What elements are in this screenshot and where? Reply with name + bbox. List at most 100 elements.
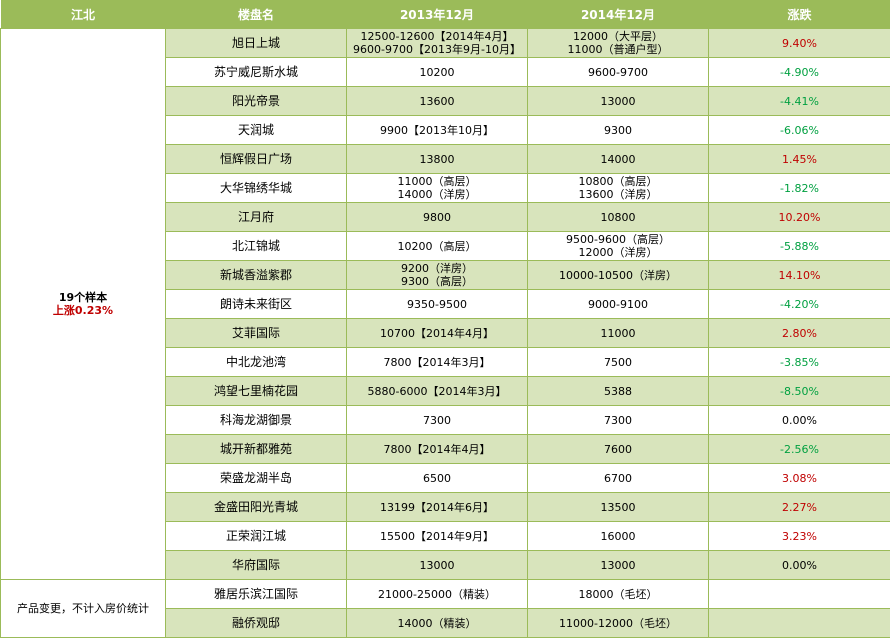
price-line: 12000（大平层） <box>573 30 663 43</box>
change-percent: -1.82% <box>708 173 890 203</box>
price-line: 7600 <box>604 442 632 456</box>
price-line: 10800（高层） <box>578 175 658 188</box>
price-line: 9300（高层） <box>401 275 473 288</box>
price-line: 6500 <box>423 471 451 485</box>
property-name: 天润城 <box>165 115 347 145</box>
price-line: 7800【2014年4月】 <box>383 442 491 456</box>
price-line: 5880-6000【2014年3月】 <box>367 384 507 398</box>
change-percent: -5.88% <box>708 231 890 261</box>
property-name: 新城香溢紫郡 <box>165 260 347 290</box>
change-percent: 9.40% <box>708 28 890 58</box>
header-2013: 2013年12月 <box>346 0 528 29</box>
price-2014: 9500-9600（高层） 12000（洋房） <box>527 231 709 261</box>
price-2013: 9350-9500 <box>346 289 528 319</box>
price-line: 11000 <box>600 326 636 340</box>
table-row: 正荣润江城 15500【2014年9月】 16000 3.23% <box>1 521 890 551</box>
table-row: 新城香溢紫郡 9200（洋房） 9300（高层） 10000-10500（洋房） 14.… <box>1 260 890 290</box>
property-name: 大华锦绣华城 <box>165 173 347 203</box>
price-line: 14000 <box>600 152 636 166</box>
price-2014: 5388 <box>527 376 709 406</box>
price-line: 11000（普通户型） <box>567 43 669 56</box>
price-line: 13600 <box>419 94 455 108</box>
change-percent: 0.00% <box>708 550 890 580</box>
table-row: 金盛田阳光青城 13199【2014年6月】 13500 2.27% <box>1 492 890 522</box>
change-percent: -8.50% <box>708 376 890 406</box>
change-percent: 3.23% <box>708 521 890 551</box>
change-percent <box>708 608 890 638</box>
change-percent: 1.45% <box>708 144 890 174</box>
table-row: 阳光帝景 13600 13000 -4.41% <box>1 86 890 116</box>
price-2014: 10000-10500（洋房） <box>527 260 709 290</box>
price-line: 10200（高层） <box>397 239 477 253</box>
table-row: 恒辉假日广场 13800 14000 1.45% <box>1 144 890 174</box>
price-2013: 9200（洋房） 9300（高层） <box>346 260 528 290</box>
price-2013: 13600 <box>346 86 528 116</box>
change-percent: -2.56% <box>708 434 890 464</box>
price-line: 13800 <box>419 152 455 166</box>
price-2013: 14000（精装） <box>346 608 528 638</box>
table-row: 北江锦城 10200（高层） 9500-9600（高层） 12000（洋房） -5.88… <box>1 231 890 261</box>
change-percent: 14.10% <box>708 260 890 290</box>
property-name: 华府国际 <box>165 550 347 580</box>
property-name: 正荣润江城 <box>165 521 347 551</box>
price-2013: 9900【2013年10月】 <box>346 115 528 145</box>
price-2013: 7800【2014年4月】 <box>346 434 528 464</box>
price-line: 13199【2014年6月】 <box>380 500 494 514</box>
change-percent: 2.80% <box>708 318 890 348</box>
excluded-note: 产品变更，不计入房价统计 <box>0 579 166 638</box>
table-row: 朗诗未来街区 9350-9500 9000-9100 -4.20% <box>1 289 890 319</box>
change-percent <box>708 579 890 609</box>
header-row: 江北 楼盘名 2013年12月 2014年12月 涨跌 <box>0 0 890 29</box>
change-percent: -3.85% <box>708 347 890 377</box>
property-name: 科海龙湖御景 <box>165 405 347 435</box>
header-name: 楼盘名 <box>165 0 347 29</box>
price-line: 9800 <box>423 210 451 224</box>
price-2013: 7800【2014年3月】 <box>346 347 528 377</box>
property-name: 融侨观邸 <box>165 608 347 638</box>
change-percent: 2.27% <box>708 492 890 522</box>
price-line: 10800 <box>600 210 636 224</box>
price-2014: 9600-9700 <box>527 57 709 87</box>
property-name: 苏宁威尼斯水城 <box>165 57 347 87</box>
table-row: 天润城 9900【2013年10月】 9300 -6.06% <box>1 115 890 145</box>
table-row: 19个样本 上涨0.23% 旭日上城 12500-12600【2014年4月】 9600… <box>0 28 890 580</box>
header-change: 涨跌 <box>708 0 890 29</box>
price-line: 7300 <box>604 413 632 427</box>
change-percent: -6.06% <box>708 115 890 145</box>
price-line: 9200（洋房） <box>401 262 473 275</box>
price-2014: 13000 <box>527 86 709 116</box>
price-2013: 11000（高层） 14000（洋房） <box>346 173 528 203</box>
price-2013: 13199【2014年6月】 <box>346 492 528 522</box>
price-2013: 10200 <box>346 57 528 87</box>
change-percent: -4.90% <box>708 57 890 87</box>
price-2013: 13800 <box>346 144 528 174</box>
price-line: 13000 <box>600 558 636 572</box>
change-percent: 3.08% <box>708 463 890 493</box>
price-2014: 11000-12000（毛坯） <box>527 608 709 638</box>
sample-count: 19个样本 <box>58 291 108 304</box>
price-line: 7800【2014年3月】 <box>383 355 491 369</box>
price-2014: 6700 <box>527 463 709 493</box>
price-line: 14000（洋房） <box>397 188 477 201</box>
price-2013: 6500 <box>346 463 528 493</box>
price-line: 9900【2013年10月】 <box>380 123 494 137</box>
average-rise: 上涨0.23% <box>52 304 114 317</box>
price-2014: 12000（大平层） 11000（普通户型） <box>527 28 709 58</box>
price-2014: 7300 <box>527 405 709 435</box>
price-2014: 14000 <box>527 144 709 174</box>
header-2014: 2014年12月 <box>527 0 709 29</box>
price-2014: 10800 <box>527 202 709 232</box>
price-2013: 21000-25000（精装） <box>346 579 528 609</box>
price-line: 13500 <box>600 500 636 514</box>
price-2014: 9000-9100 <box>527 289 709 319</box>
property-name: 艾菲国际 <box>165 318 347 348</box>
property-name: 金盛田阳光青城 <box>165 492 347 522</box>
price-line: 13000 <box>600 94 636 108</box>
price-2014: 7500 <box>527 347 709 377</box>
property-name: 阳光帝景 <box>165 86 347 116</box>
price-2013: 7300 <box>346 405 528 435</box>
price-2013: 15500【2014年9月】 <box>346 521 528 551</box>
price-line: 12500-12600【2014年4月】 <box>360 30 514 43</box>
table-row: 艾菲国际 10700【2014年4月】 11000 2.80% <box>1 318 890 348</box>
